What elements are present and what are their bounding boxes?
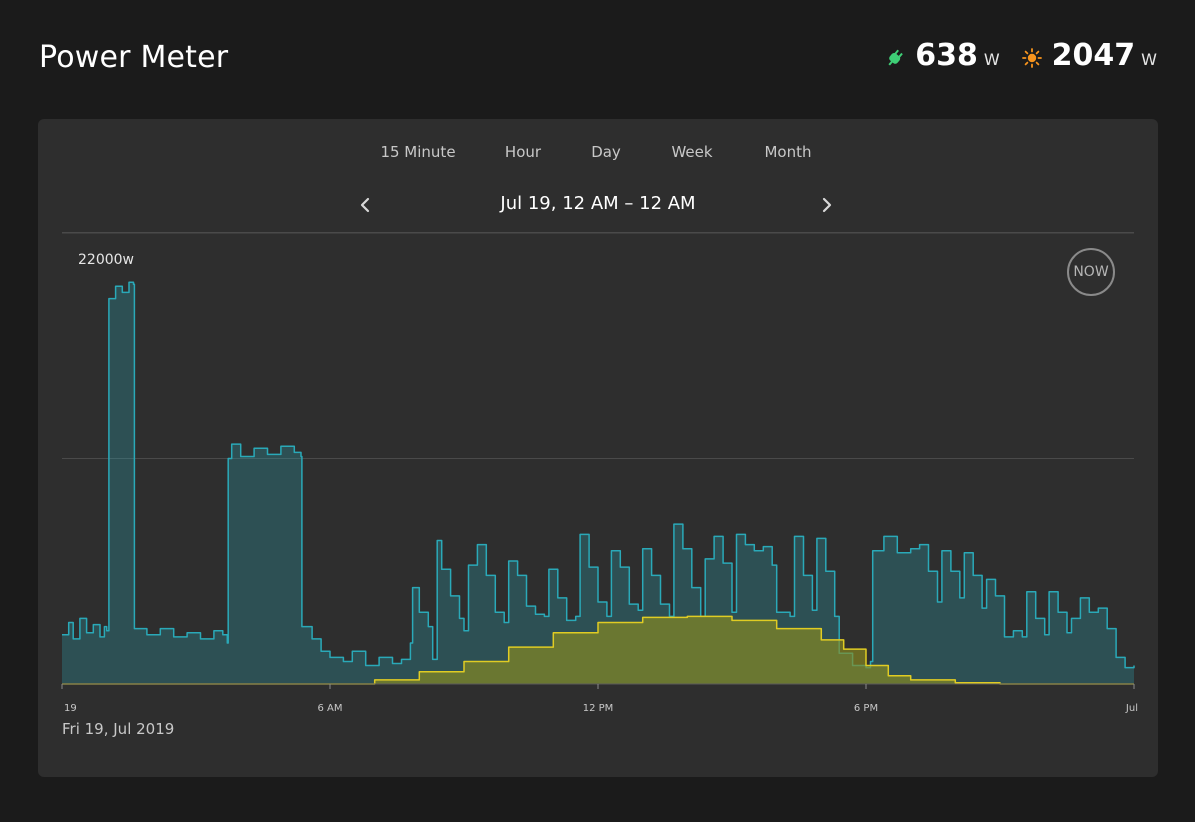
sun-icon [1021,47,1042,68]
consumption-line [62,281,1135,669]
chevron-left-icon [360,197,370,213]
page-title: Power Meter [39,40,229,75]
chevron-right-icon [822,197,832,213]
chart-grid: 22000w [62,232,1134,459]
solar-line [62,615,1134,685]
tab-week[interactable]: Week [671,143,713,161]
x-tick-label: Jul [1125,703,1138,714]
interval-tabs: 15 Minute Hour Day Week Month [38,143,1158,173]
tab-15-minute[interactable]: 15 Minute [380,143,456,161]
x-tick-label: 6 AM [317,703,342,714]
x-tick-label: 19 [64,703,77,714]
x-tick-label: 6 PM [854,703,878,714]
consumption-value: 638 [915,38,978,73]
now-button[interactable]: NOW [1067,248,1115,296]
y-max-label: 22000w [78,252,134,268]
chart-series [62,281,1135,685]
power-chart[interactable]: 22000w 19 6 AM 12 PM 6 PM Jul [38,119,1158,719]
range-navigator: Jul 19, 12 AM – 12 AM [38,191,1158,221]
range-label: Jul 19, 12 AM – 12 AM [500,193,696,214]
consumption-meter: 638 W [885,38,1000,73]
chart-axis: 19 6 AM 12 PM 6 PM Jul [61,683,1138,714]
tab-day[interactable]: Day [591,143,621,161]
solar-meter: 2047 W [1021,38,1157,73]
consumption-area [62,282,1134,684]
solar-area [62,616,1134,684]
plug-icon [885,48,905,68]
chart-card: 15 Minute Hour Day Week Month Jul 19, 12… [38,119,1158,777]
solar-value: 2047 [1051,38,1136,73]
date-caption: Fri 19, Jul 2019 [62,720,175,738]
prev-range-button[interactable] [356,195,376,215]
consumption-unit: W [983,50,1000,69]
live-meters: 638 W 2047 W [863,38,1157,73]
next-range-button[interactable] [816,195,836,215]
x-tick-label: 12 PM [583,703,614,714]
solar-unit: W [1141,50,1157,69]
tab-hour[interactable]: Hour [504,143,542,161]
tab-month[interactable]: Month [764,143,812,161]
